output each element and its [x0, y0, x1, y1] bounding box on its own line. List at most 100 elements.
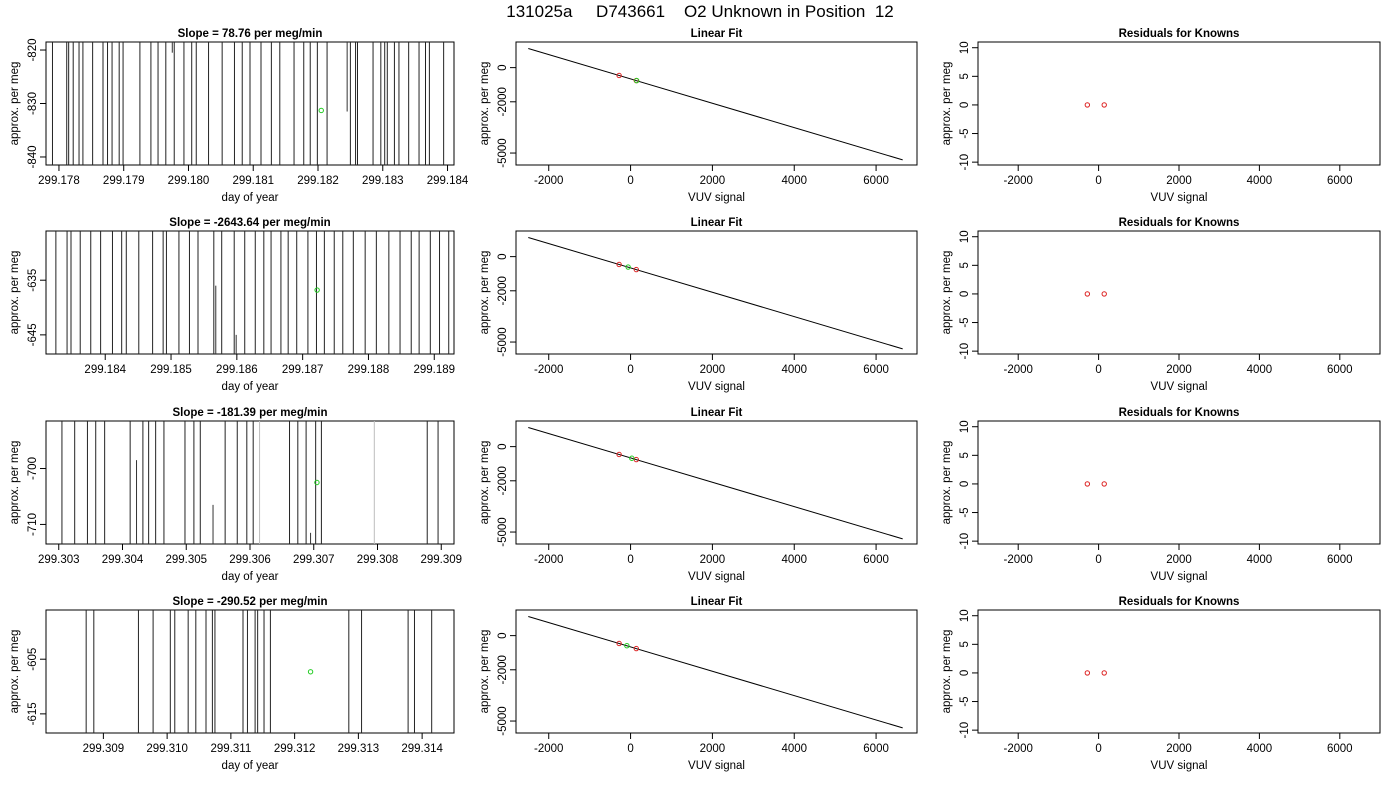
x-axis-label: VUV signal [1151, 571, 1208, 583]
plot-frame [977, 609, 1381, 734]
panel-r0-c1: Linear Fit -2000 0 2000 4000 6000 0 -2000 -5000 V… [479, 28, 918, 204]
y-tick-label: 5 [959, 641, 971, 647]
fit-line [528, 427, 903, 540]
panel-title: Linear Fit [691, 407, 743, 419]
x-axis-label: day of year [222, 192, 279, 204]
y-tick-label: -2000 [497, 655, 509, 684]
plot-frame [515, 420, 918, 545]
x-tick-label: 4000 [1247, 554, 1273, 566]
x-tick-label: 6000 [863, 743, 889, 755]
y-tick-label: -615 [27, 702, 39, 725]
y-axis-label: approx. per meg [941, 630, 953, 714]
x-tick-label: 2000 [1166, 743, 1192, 755]
panel-r3-c1: Linear Fit -2000 0 2000 4000 6000 0 -2000 -5000 V… [479, 596, 918, 772]
panel-title: Linear Fit [691, 217, 743, 229]
known-point [633, 266, 639, 273]
known-point [616, 261, 622, 268]
x-axis-label: VUV signal [1151, 760, 1208, 772]
x-tick-label: -2000 [1003, 743, 1032, 755]
plot-frame [515, 230, 918, 355]
x-tick-label: 2000 [1166, 364, 1192, 376]
y-tick-label: -605 [27, 648, 39, 671]
known-point [633, 645, 639, 652]
y-axis-label: approx. per meg [941, 251, 953, 335]
fit-line [528, 237, 903, 350]
x-tick-label: 299.188 [348, 364, 390, 376]
x-tick-label: 299.311 [211, 743, 252, 755]
y-tick-label: 5 [959, 262, 971, 268]
x-tick-label: 0 [627, 364, 633, 376]
y-tick-label: 10 [959, 609, 971, 622]
panel-r1-c0: Slope = -2643.64 per meg/min 299.184 299.1… [9, 217, 455, 393]
panel-title: Linear Fit [691, 28, 743, 40]
known-point [616, 451, 622, 458]
x-tick-label: 299.307 [293, 554, 335, 566]
x-tick-label: 6000 [1327, 364, 1353, 376]
panel-title: Linear Fit [691, 596, 743, 608]
plot-frame [977, 41, 1381, 166]
y-axis-label: approx. per meg [9, 251, 21, 335]
known-point [616, 72, 622, 79]
x-tick-label: 299.184 [427, 175, 469, 187]
x-tick-label: 2000 [700, 554, 726, 566]
x-tick-label: -2000 [534, 364, 563, 376]
plot-frame [45, 230, 455, 355]
panel-title: Slope = -2643.64 per meg/min [169, 217, 330, 229]
x-axis-label: VUV signal [688, 571, 745, 583]
panel-title: Residuals for Knowns [1119, 407, 1240, 419]
panel-r2-c0: Slope = -181.39 per meg/min 299.303 299.30… [9, 407, 462, 583]
y-tick-label: -635 [27, 269, 39, 292]
plot-frame [515, 41, 918, 166]
residual-point [1084, 670, 1091, 676]
x-tick-label: 4000 [781, 364, 807, 376]
x-tick-label: 4000 [781, 743, 807, 755]
residual-point [1101, 102, 1107, 108]
x-tick-label: 6000 [1327, 175, 1353, 187]
x-tick-label: 299.181 [232, 175, 274, 187]
residual-point [1084, 481, 1091, 487]
x-tick-label: 4000 [781, 175, 807, 187]
y-tick-label: 0 [497, 64, 509, 70]
y-tick-label: -2000 [497, 276, 509, 305]
x-tick-label: -2000 [1003, 175, 1032, 187]
x-tick-label: 299.303 [38, 554, 80, 566]
x-tick-label: 299.306 [229, 554, 271, 566]
unknown-point [624, 643, 630, 649]
y-tick-label: -10 [959, 533, 971, 550]
panel-title: Residuals for Knowns [1119, 596, 1240, 608]
x-tick-label: -2000 [534, 554, 563, 566]
x-tick-label: 299.314 [401, 743, 443, 755]
y-tick-label: 10 [959, 41, 971, 54]
panel-r1-c1: Linear Fit -2000 0 2000 4000 6000 0 -2000 -5000 V… [479, 217, 918, 393]
x-tick-label: 2000 [700, 175, 726, 187]
x-tick-label: 299.182 [297, 175, 339, 187]
residual-point [1101, 481, 1107, 487]
x-tick-label: 0 [1095, 364, 1101, 376]
y-tick-label: -2000 [497, 466, 509, 495]
y-tick-label: -700 [27, 457, 39, 480]
y-tick-label: 0 [959, 481, 971, 487]
panel-r2-c2: Residuals for Knowns -2000 0 2000 4000 6000 10… [941, 407, 1381, 583]
x-tick-label: 4000 [781, 554, 807, 566]
known-point [616, 640, 622, 647]
x-tick-label: 4000 [1247, 364, 1273, 376]
y-tick-label: -5000 [497, 517, 509, 546]
y-axis-label: approx. per meg [9, 62, 21, 146]
y-tick-label: 0 [959, 102, 971, 108]
panel-title: Residuals for Knowns [1119, 28, 1240, 40]
panel-title: Slope = 78.76 per meg/min [178, 28, 323, 40]
panel-r3-c0: Slope = -290.52 per meg/min 299.309 299.31… [9, 596, 455, 772]
x-tick-label: 299.178 [38, 175, 80, 187]
plot-frame [977, 420, 1381, 545]
x-tick-label: 6000 [863, 175, 889, 187]
y-tick-label: -5 [959, 317, 971, 327]
x-tick-label: 299.304 [102, 554, 144, 566]
y-axis-label: approx. per meg [479, 630, 491, 714]
y-axis-label: approx. per meg [479, 441, 491, 525]
y-tick-label: -5000 [497, 706, 509, 735]
x-tick-label: -2000 [1003, 364, 1032, 376]
y-tick-label: 0 [959, 670, 971, 676]
x-tick-label: 0 [627, 175, 633, 187]
y-tick-label: -5 [959, 507, 971, 517]
x-tick-label: -2000 [534, 743, 563, 755]
